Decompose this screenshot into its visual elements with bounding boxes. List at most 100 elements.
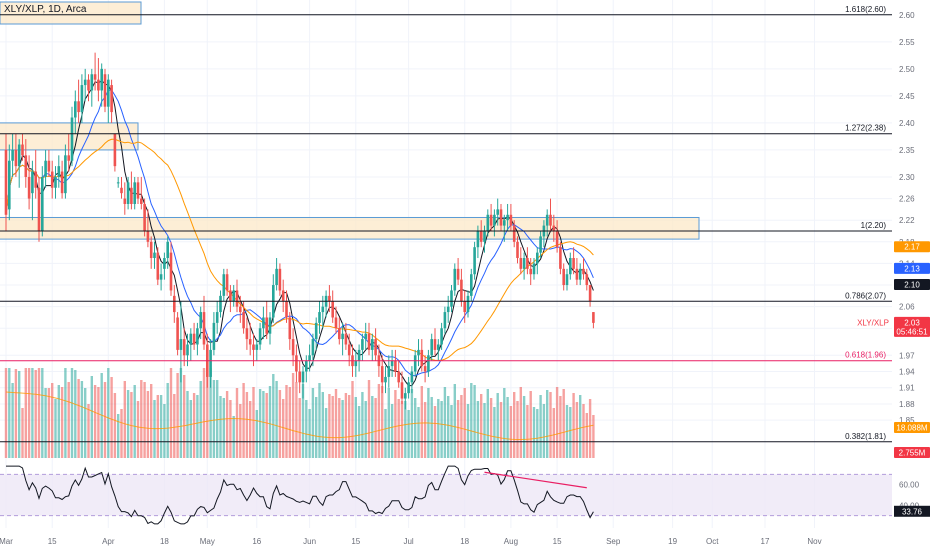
candle-body	[77, 101, 80, 113]
volume-bar	[387, 388, 390, 458]
candle-body	[222, 274, 226, 296]
candle-body	[522, 258, 526, 269]
candle-body	[539, 236, 542, 253]
volume-bar	[212, 380, 216, 458]
candle-body	[285, 301, 288, 318]
volume-bar	[423, 402, 427, 458]
volume-bar	[526, 405, 529, 458]
volume-bar	[585, 413, 588, 458]
volume-bar	[173, 394, 176, 458]
ma-slow-line	[5, 138, 594, 361]
candle-body	[578, 268, 582, 280]
volume-bar	[192, 393, 196, 458]
candle-body	[341, 333, 344, 340]
badge-bg	[894, 316, 930, 328]
time-tick-label: Oct	[706, 537, 719, 546]
symbol-title[interactable]: XLY/XLP, 1D, Arca	[4, 4, 87, 15]
candle-body	[278, 268, 282, 291]
candle-body	[209, 349, 212, 377]
price-tick-label: 1.85	[899, 416, 915, 425]
volume-bar	[546, 390, 549, 458]
volume-bar	[156, 395, 159, 458]
candle-body	[90, 74, 94, 91]
volume-bar	[542, 404, 546, 458]
candle-body	[526, 258, 529, 269]
candle-body	[120, 187, 123, 194]
volume-bar	[351, 381, 354, 458]
candle-body	[549, 214, 552, 226]
candle-body	[318, 312, 321, 323]
candle-body	[413, 355, 417, 372]
volume-bars	[4, 368, 595, 458]
volume-bar	[64, 368, 67, 458]
volume-bar	[414, 398, 417, 458]
price-tick-label: 1.97	[899, 351, 915, 360]
candle-body	[592, 312, 595, 323]
candle-body	[133, 182, 136, 204]
candle-body	[427, 355, 430, 372]
volume-bar	[186, 391, 189, 458]
candle-body	[572, 258, 575, 269]
volume-bar	[539, 395, 542, 458]
price-tick-label: 1.88	[899, 400, 915, 409]
volume-bar	[367, 380, 371, 458]
candle-body	[54, 176, 57, 188]
candle-body	[496, 209, 499, 215]
volume-bar	[496, 393, 499, 458]
volume-bar	[291, 373, 295, 458]
candle-body	[364, 333, 367, 340]
volume-bar	[249, 401, 252, 458]
volume-bar	[225, 391, 229, 458]
volume-bar	[107, 368, 110, 458]
volume-bar	[60, 387, 64, 458]
volume-bar	[588, 399, 592, 458]
candle-body	[423, 366, 427, 372]
candle-body	[37, 187, 41, 231]
time-tick-label: Jun	[303, 537, 316, 546]
candle-body	[582, 268, 585, 275]
volume-bar	[24, 368, 27, 458]
volume-bar	[4, 368, 8, 458]
candle-body	[506, 214, 509, 221]
badge-label: 2.755M	[899, 449, 926, 458]
candle-body	[232, 290, 235, 302]
volume-bar	[480, 394, 483, 458]
candle-body	[503, 220, 506, 226]
volume-bar	[361, 392, 364, 458]
volume-bar	[357, 406, 361, 458]
candle-body	[212, 322, 216, 350]
candle-body	[173, 295, 176, 313]
time-tick-label: 18	[460, 537, 469, 546]
candle-body	[34, 171, 37, 188]
volume-bar	[183, 375, 186, 458]
candle-body	[87, 79, 90, 91]
volume-bar	[503, 388, 506, 458]
candle-body	[588, 285, 592, 302]
volume-bar	[295, 382, 298, 458]
volume-bar	[54, 399, 57, 458]
volume-bar	[516, 401, 519, 458]
candle-body	[384, 376, 387, 383]
candle-body	[420, 349, 424, 367]
zone-box	[0, 1, 142, 25]
volume-bar	[84, 388, 87, 458]
candle-body	[410, 371, 414, 383]
candle-body	[338, 328, 341, 340]
candle-body	[328, 295, 331, 302]
volume-bar	[70, 368, 74, 458]
fib-label-1: 1(2.20)	[861, 221, 887, 230]
candle-body	[394, 360, 397, 372]
volume-bar	[331, 396, 334, 458]
zone-box	[0, 216, 700, 240]
candle-body	[443, 312, 447, 329]
candle-body	[44, 160, 47, 177]
candle-body	[371, 339, 374, 350]
volume-bar	[123, 381, 126, 458]
time-tick-label: 17	[761, 537, 770, 546]
volume-bar	[219, 396, 222, 458]
badge-bg	[894, 447, 930, 458]
volume-bar	[18, 371, 21, 458]
